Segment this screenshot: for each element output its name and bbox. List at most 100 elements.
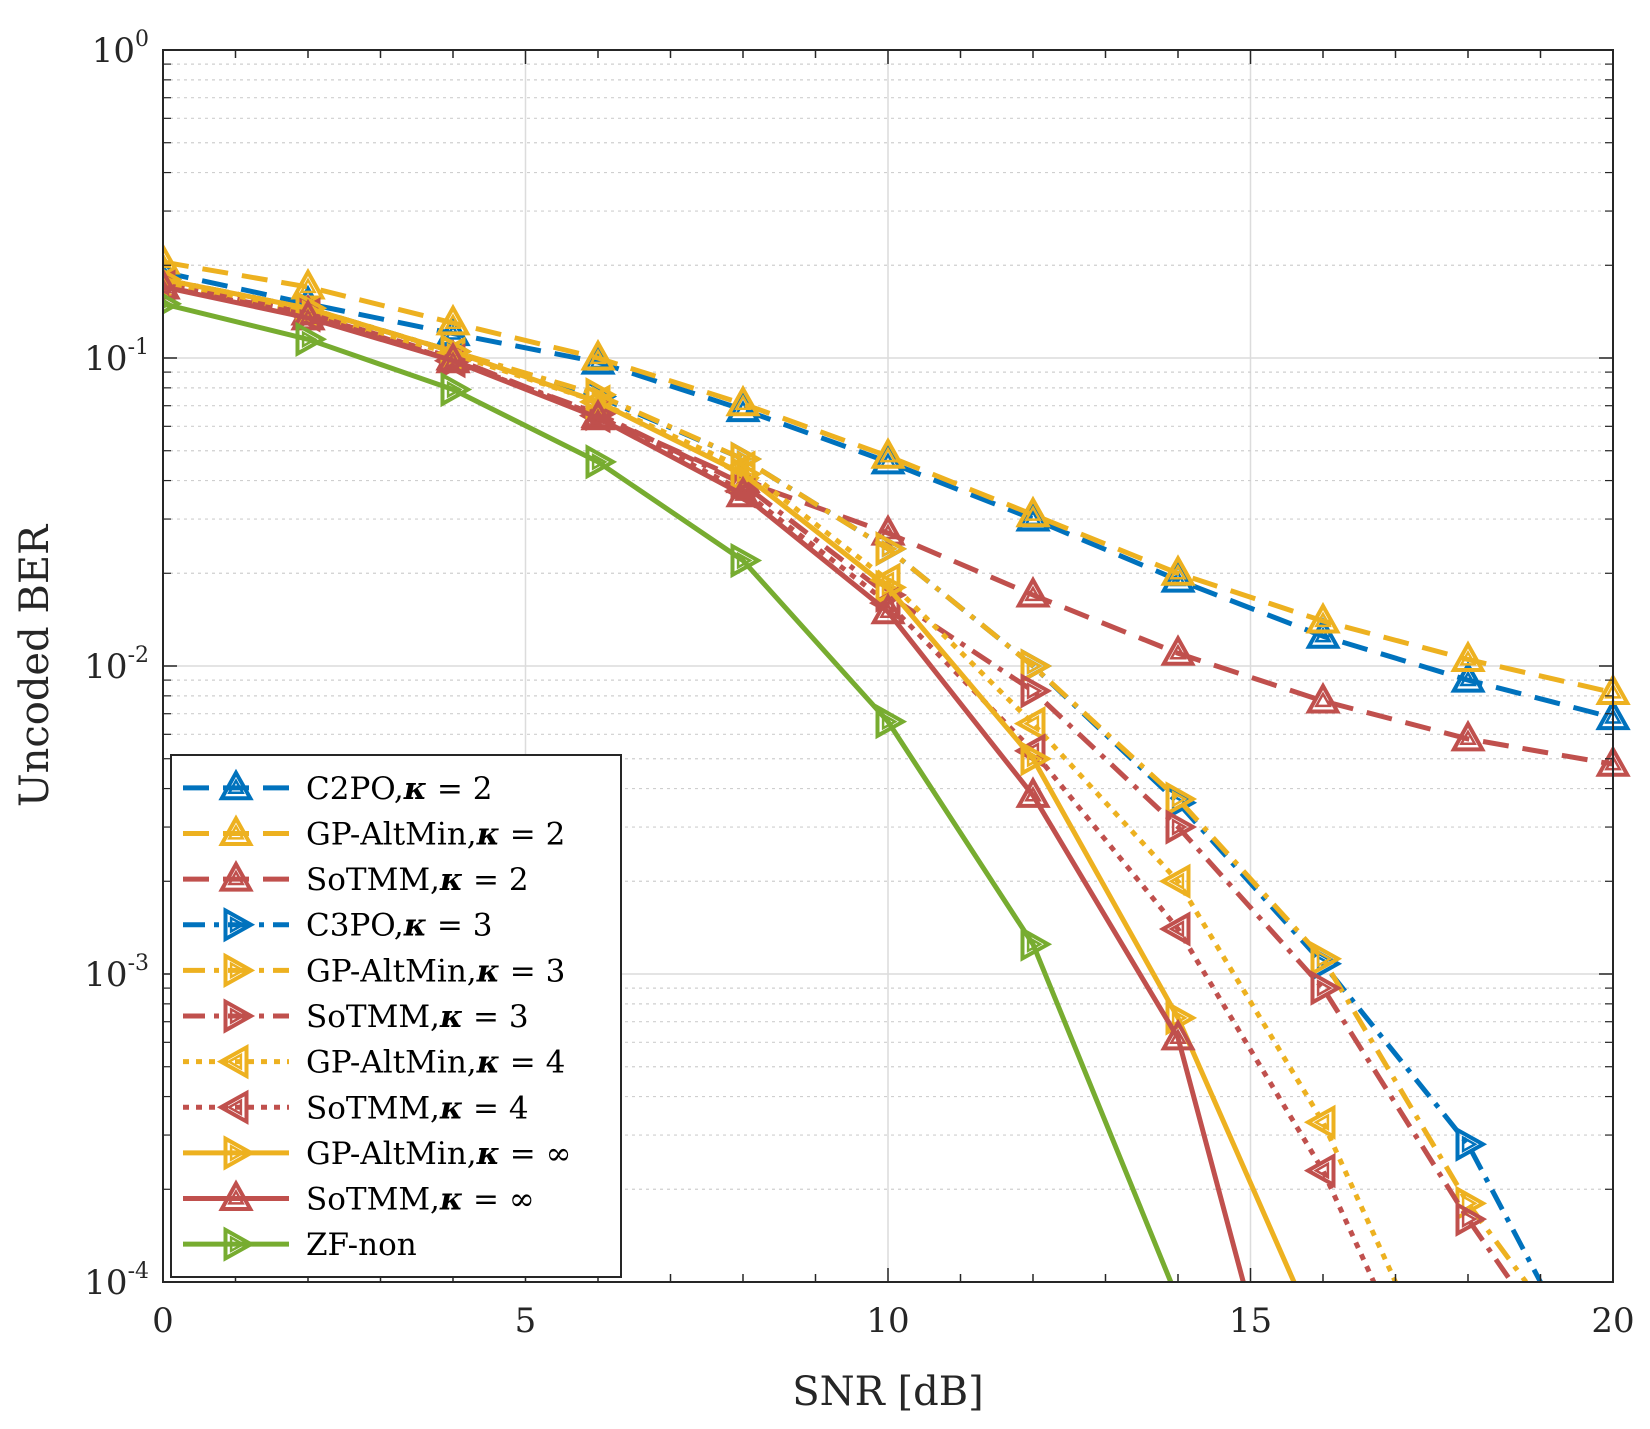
data-point-marker: [290, 298, 326, 331]
data-point-marker: [1158, 863, 1191, 899]
legend-marker: [223, 1135, 256, 1171]
data-point-marker-inner: [1026, 749, 1043, 768]
data-point-marker: [435, 341, 471, 374]
data-point-marker: [1160, 1018, 1196, 1051]
data-point-marker: [1450, 661, 1486, 693]
data-point-marker-inner: [163, 277, 172, 294]
legend-entry: SoTMM,κ = ∞: [183, 1179, 535, 1218]
data-point-marker-inner: [879, 602, 897, 618]
data-point-marker: [585, 444, 618, 480]
data-point-marker-inner: [1459, 729, 1477, 746]
data-point-marker: [1015, 575, 1051, 608]
data-point-marker-inner: [1459, 670, 1477, 687]
data-point-marker-inner: [299, 277, 317, 294]
data-point-marker-inner: [1023, 714, 1040, 733]
data-point-marker: [580, 398, 616, 431]
series-line: [163, 259, 1614, 695]
data-point-marker-inner: [1026, 935, 1043, 953]
x-tick-label: 20: [1591, 1301, 1634, 1341]
x-tick-label: 0: [152, 1301, 174, 1341]
legend-label: ZF-non: [306, 1227, 417, 1263]
legend-label: SoTMM,κ = ∞: [306, 1182, 535, 1218]
data-point-marker: [580, 338, 616, 371]
data-point-marker-inner: [734, 485, 752, 501]
data-point-marker-inner: [734, 394, 752, 410]
y-axis-label: Uncoded BER: [12, 523, 58, 807]
data-point-marker-inner: [1314, 611, 1332, 628]
data-point-marker: [163, 293, 183, 315]
legend-marker: [218, 1179, 254, 1211]
legend-marker-inner: [227, 778, 245, 794]
data-point-marker: [1020, 741, 1053, 777]
data-point-marker: [1303, 1152, 1336, 1189]
data-point-marker: [1020, 673, 1053, 709]
data-point-marker-inner: [1313, 1113, 1330, 1132]
legend-entry: GP-AltMin,κ = 4: [183, 1043, 565, 1081]
x-tick-label: 5: [515, 1301, 537, 1341]
data-point-marker-inner: [1459, 649, 1477, 666]
data-point-marker-inner: [1026, 682, 1043, 700]
series-1: [163, 242, 1631, 705]
legend-marker: [223, 952, 256, 989]
data-point-marker-inner: [1171, 790, 1188, 808]
data-point-marker: [1455, 1201, 1488, 1237]
data-point-marker: [1303, 1104, 1336, 1140]
legend-marker-inner: [229, 961, 246, 980]
legend-marker-inner: [226, 1052, 243, 1071]
data-point-marker-inner: [1316, 979, 1333, 997]
legend-marker: [223, 907, 256, 943]
series-line: [163, 269, 1614, 721]
data-point-marker-inner: [1171, 818, 1188, 836]
data-point-marker-inner: [163, 298, 173, 310]
data-point-marker: [1305, 617, 1341, 649]
legend: C2PO,κ = 2 GP-AltMin,κ = 2 SoTMM,κ = 2 C3PO…: [170, 754, 622, 1278]
data-point-marker-inner: [163, 252, 172, 269]
data-point-marker: [1310, 970, 1343, 1006]
data-point-marker-inner: [1169, 643, 1187, 660]
data-point-marker-inner: [1461, 1194, 1478, 1213]
data-point-marker: [1455, 1126, 1488, 1162]
data-point-marker: [875, 531, 908, 567]
data-point-marker-inner: [591, 453, 608, 471]
data-point-marker-inner: [1314, 626, 1332, 643]
data-point-marker-inner: [1024, 585, 1042, 602]
legend-entry: SoTMM,κ = 2: [183, 860, 529, 898]
data-point-marker-inner: [879, 446, 897, 463]
legend-marker: [218, 860, 254, 892]
series-line: [163, 276, 1529, 1282]
legend-marker-inner: [226, 1098, 243, 1117]
legend-entry: C2PO,κ = 2: [183, 768, 492, 807]
series-line: [163, 280, 1398, 1282]
data-point-marker: [1020, 648, 1053, 684]
data-point-marker: [1015, 495, 1051, 528]
legend-marker: [218, 814, 254, 846]
legend-marker: [218, 768, 254, 801]
legend-label: SoTMM,κ = 2: [306, 862, 529, 898]
legend-label: GP-AltMin,κ = 4: [306, 1045, 565, 1081]
legend-marker: [223, 998, 256, 1034]
legend-marker-inner: [227, 823, 245, 840]
data-point-marker-inner: [1169, 1028, 1187, 1045]
legend-marker-inner: [229, 915, 246, 934]
data-point-marker: [870, 437, 906, 469]
legend-marker: [216, 1089, 249, 1125]
data-point-marker: [440, 371, 473, 408]
data-point-marker-inner: [446, 380, 463, 399]
data-point-marker-inner: [881, 578, 898, 597]
legend-entry: GP-AltMin,κ = 3: [183, 952, 565, 989]
legend-label: C3PO,κ = 3: [306, 908, 492, 944]
data-point-marker: [1015, 776, 1051, 808]
data-point-marker-inner: [1026, 657, 1043, 675]
legend-marker: [223, 1226, 256, 1262]
data-point-marker: [435, 303, 471, 336]
legend-entry: ZF-non: [183, 1226, 417, 1263]
data-point-marker-inner: [444, 313, 462, 330]
data-point-marker-inner: [299, 308, 317, 325]
data-point-marker-inner: [881, 540, 898, 558]
y-tick-label: 10-2: [84, 643, 149, 687]
data-point-marker: [1158, 911, 1191, 947]
y-tick-label: 100: [92, 27, 149, 71]
data-point-marker-inner: [881, 712, 898, 731]
data-point-marker: [1310, 941, 1343, 977]
legend-marker-inner: [229, 1235, 246, 1253]
